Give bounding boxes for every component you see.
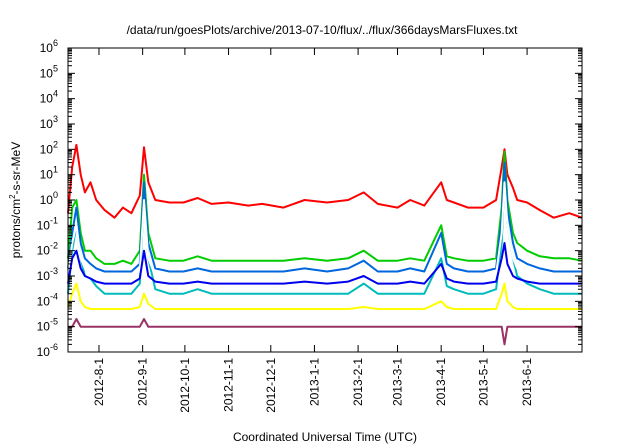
- y-tick-label: 10-1: [37, 215, 58, 232]
- y-tick-label-base: 10: [40, 41, 54, 55]
- chart-title: /data/run/goesPlots/archive/2013-07-10/f…: [127, 23, 519, 37]
- x-tick-label: 2013-2-1: [351, 358, 365, 406]
- y-tick-label: 10-4: [37, 291, 58, 308]
- y-tick-label-exp: -4: [50, 291, 58, 301]
- y-tick-label-exp: 2: [53, 139, 58, 149]
- y-tick-label-exp: 0: [53, 190, 58, 200]
- series-line-6: [67, 242, 582, 285]
- series-line-5: [67, 181, 582, 277]
- y-tick-label-base: 10: [37, 320, 51, 334]
- y-tick-label-exp: -5: [50, 317, 58, 327]
- y-tick-label-base: 10: [37, 269, 51, 283]
- y-axis-label-pre: protons/cm: [9, 199, 23, 258]
- y-tick-label: 100: [40, 190, 58, 207]
- y-tick-label-base: 10: [37, 345, 51, 359]
- y-tick-label-base: 10: [40, 142, 54, 156]
- y-tick-label-base: 10: [37, 218, 51, 232]
- series-line-7: [67, 282, 582, 310]
- series-line-4: [67, 161, 582, 273]
- y-tick-label-base: 10: [37, 244, 51, 258]
- x-tick-label: 2013-5-1: [476, 358, 490, 406]
- y-tick-label: 102: [40, 139, 58, 156]
- y-tick-label-exp: -3: [50, 266, 58, 276]
- y-axis: 10-610-510-410-310-210-11001011021031041…: [37, 38, 582, 359]
- y-tick-label: 10-2: [37, 241, 58, 258]
- x-tick-label: 2012-11-1: [222, 358, 236, 412]
- y-tick-label-exp: 4: [53, 89, 58, 99]
- y-tick-label-base: 10: [40, 193, 54, 207]
- y-tick-label: 104: [40, 89, 58, 106]
- y-tick-label-exp: 5: [53, 63, 58, 73]
- y-tick-label-exp: -2: [50, 241, 58, 251]
- x-tick-label: 2013-3-1: [391, 358, 405, 406]
- y-axis-label-post: -s-sr-MeV: [9, 142, 23, 195]
- y-tick-label-exp: -6: [50, 342, 58, 352]
- series-layer: [67, 143, 583, 346]
- y-axis-label-sup: 2: [8, 194, 17, 199]
- y-tick-label-base: 10: [40, 66, 54, 80]
- x-axis: 2012-8-1 2012-9-1 2012-10-1 2012-11-1 2012-1…: [92, 48, 534, 413]
- x-tick-label: 2012-10-1: [178, 358, 192, 413]
- x-tick-label: 2013-1-1: [307, 358, 321, 406]
- y-tick-label: 10-6: [37, 342, 58, 359]
- y-tick-label-exp: 3: [53, 114, 58, 124]
- y-axis-label: protons/cm2-s-sr-MeV: [8, 142, 23, 258]
- x-tick-label: 2013-4-1: [434, 358, 448, 406]
- x-tick-label: 2012-9-1: [136, 358, 150, 406]
- y-tick-label-base: 10: [40, 117, 54, 131]
- x-tick-label: 2013-6-1: [520, 358, 534, 406]
- y-tick-label-exp: 6: [53, 38, 58, 48]
- y-tick-label: 106: [40, 38, 58, 55]
- y-tick-label: 10-3: [37, 266, 58, 283]
- y-tick-label-base: 10: [40, 92, 54, 106]
- y-tick-label: 105: [40, 63, 58, 80]
- x-axis-label: Coordinated Universal Time (UTC): [233, 430, 417, 444]
- x-tick-label: 2012-8-1: [92, 358, 106, 406]
- y-tick-label: 103: [40, 114, 58, 131]
- x-tick-label: 2012-12-1: [264, 358, 278, 413]
- y-tick-label: 101: [40, 165, 58, 182]
- y-tick-label: 10-5: [37, 317, 58, 334]
- y-tick-label-exp: 1: [53, 165, 58, 175]
- y-tick-label-exp: -1: [50, 215, 58, 225]
- y-tick-label-base: 10: [37, 294, 51, 308]
- series-line-8: [68, 318, 582, 346]
- y-tick-label-base: 10: [40, 168, 54, 182]
